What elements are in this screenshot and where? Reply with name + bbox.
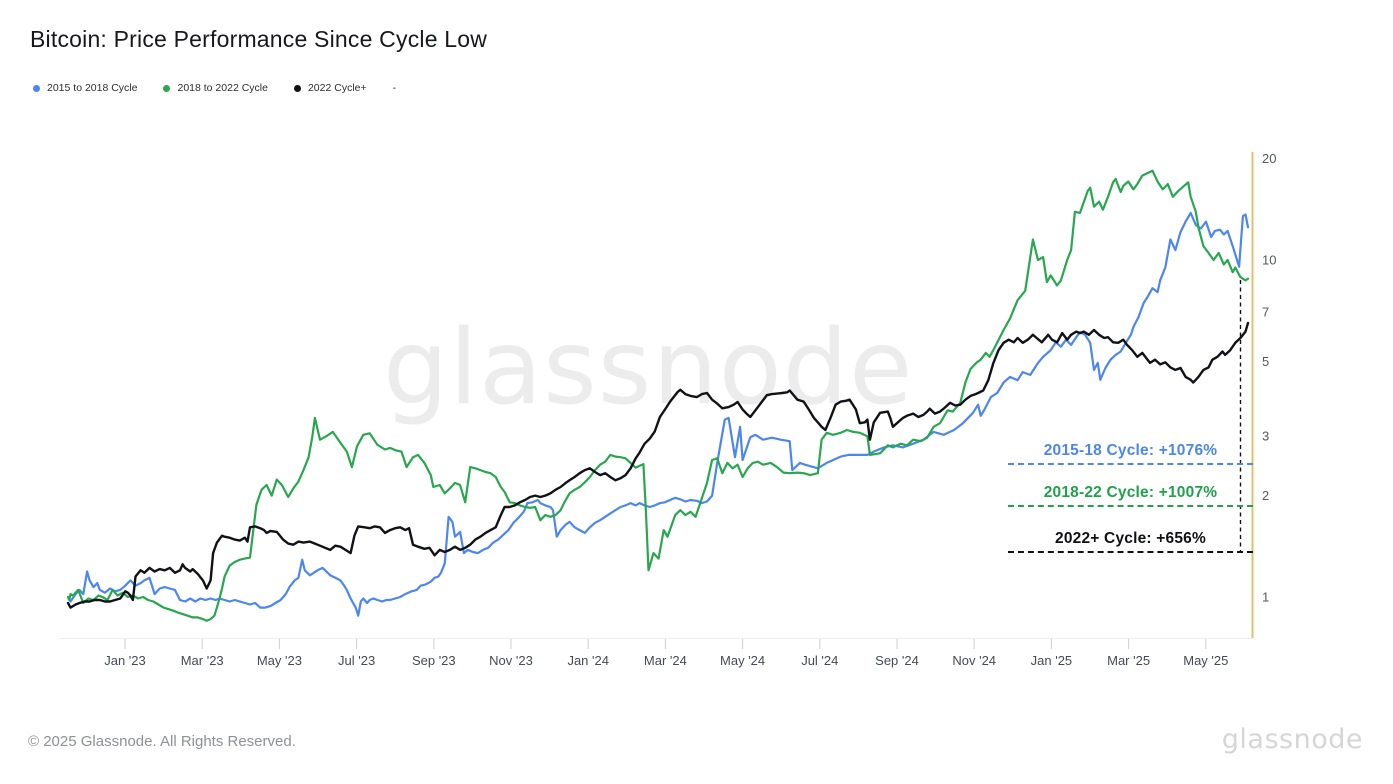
series-line-2015-to-2018-cycle	[66, 211, 1250, 617]
y-axis-label: 7	[1262, 305, 1269, 320]
annotation-2015-18-cycle: 2015-18 Cycle: +1076%	[1008, 438, 1253, 465]
x-axis-label: Mar '24	[644, 653, 687, 668]
y-axis-label: 1	[1262, 590, 1269, 605]
annotation-2018-22-cycle: 2018-22 Cycle: +1007%	[1008, 480, 1253, 507]
glassnode-logo: glassnode	[1221, 724, 1363, 755]
x-axis-label: Nov '24	[952, 653, 996, 668]
x-axis-label: Jul '24	[801, 653, 838, 668]
x-axis-label: Mar '23	[181, 653, 224, 668]
series-dot-icon	[293, 84, 301, 92]
legend-item-2022-cycle-plus[interactable]: 2022 Cycle+	[293, 82, 367, 94]
series-line-2022-cycle-	[66, 321, 1250, 609]
legend-label: 2015 to 2018 Cycle	[47, 82, 138, 94]
x-axis-label: Jan '25	[1031, 653, 1073, 668]
legend-label: 2022 Cycle+	[307, 82, 367, 94]
glassnode-watermark: glassnode	[383, 308, 914, 428]
y-axis-label: 2	[1262, 488, 1269, 503]
legend-item-2015-2018-cycle[interactable]: 2015 to 2018 Cycle	[33, 82, 137, 94]
x-axis-label: Sep '23	[412, 653, 456, 668]
x-axis-label: May '25	[1183, 653, 1228, 668]
chart-legend: 2015 to 2018 Cycle 2018 to 2022 Cycle 20…	[33, 82, 396, 94]
copyright-text: © 2025 Glassnode. All Rights Reserved.	[28, 733, 296, 750]
legend-item-empty[interactable]: -	[393, 82, 397, 94]
y-axis-label: 3	[1262, 429, 1269, 444]
y-axis-label: 10	[1262, 253, 1276, 268]
x-axis-label: Jan '24	[567, 653, 609, 668]
series-dot-icon	[163, 84, 171, 92]
legend-item-2018-2022-cycle[interactable]: 2018 to 2022 Cycle	[163, 82, 268, 94]
x-axis-label: Nov '23	[489, 653, 533, 668]
legend-label: -	[392, 82, 397, 94]
series-dot-icon	[33, 84, 40, 92]
page-title: Bitcoin: Price Performance Since Cycle L…	[30, 26, 488, 52]
y-axis-label: 20	[1262, 151, 1276, 166]
x-axis-label: May '24	[720, 653, 765, 668]
x-axis-label: May '23	[257, 653, 302, 668]
x-axis-label: Mar '25	[1107, 653, 1150, 668]
x-axis-label: Jan '23	[104, 653, 146, 668]
annotation-2022-cycle: 2022+ Cycle: +656%	[1008, 526, 1253, 553]
x-axis-label: Sep '24	[875, 653, 919, 668]
x-axis-label: Jul '23	[338, 653, 375, 668]
y-axis-label: 5	[1262, 354, 1269, 369]
legend-label: 2018 to 2022 Cycle	[177, 82, 268, 94]
series-line-2018-to-2022-cycle	[66, 169, 1250, 622]
